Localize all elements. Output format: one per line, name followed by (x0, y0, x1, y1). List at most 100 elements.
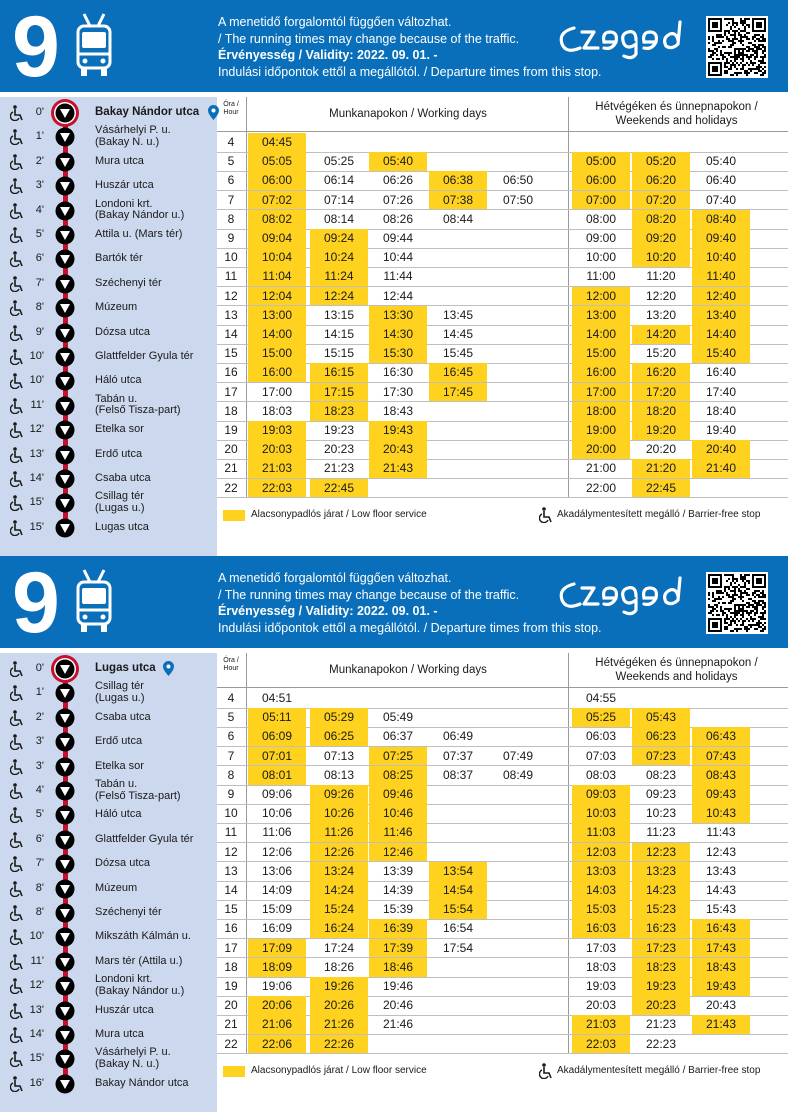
hour-label: 10 (224, 250, 238, 265)
travel-minutes: 11' (30, 954, 44, 967)
travel-minutes: 0' (35, 106, 44, 118)
departure-time: 09:24 (310, 229, 368, 248)
wheelchair-icon (9, 495, 24, 512)
row-divider (217, 324, 788, 326)
departure-time: 18:46 (369, 957, 427, 977)
departure-time: 15:45 (442, 346, 474, 361)
divider (246, 653, 247, 1054)
stop-name: Tabán u. (Felső Tisza-part) (95, 778, 181, 802)
stop-triangle-icon (55, 1001, 75, 1021)
hour-label: 22 (224, 1036, 238, 1051)
departure-time: 13:15 (323, 307, 355, 322)
travel-minutes: 12' (29, 979, 44, 992)
departure-time: 06:23 (632, 727, 690, 747)
travel-minutes: 11' (30, 398, 44, 411)
departure-time: 06:49 (442, 729, 474, 744)
departure-time: 05:11 (248, 708, 306, 728)
row-divider (217, 170, 788, 172)
stop-triangle-icon (55, 323, 75, 343)
stop-name: Lugas utca (95, 520, 149, 533)
stop-triangle-icon (55, 805, 75, 825)
departure-time: 18:09 (248, 957, 306, 977)
stop-item: 5' Attila u. (Mars tér) (0, 223, 217, 247)
departure-time: 06:50 (502, 173, 534, 188)
departure-time: 05:00 (572, 152, 630, 172)
row-divider (217, 995, 788, 997)
departure-time: 12:04 (248, 286, 306, 306)
hour-label: 6 (227, 173, 235, 188)
stop-item: 11' Mars tér (Attila u.) (0, 950, 217, 974)
row-divider (217, 439, 788, 441)
departure-time: 12:06 (261, 844, 293, 859)
hour-label: 7 (227, 192, 235, 207)
departure-time: 18:26 (323, 959, 355, 974)
stop-triangle-icon (55, 830, 75, 850)
row-divider (217, 1034, 788, 1036)
wheelchair-icon (9, 300, 24, 317)
departure-time: 07:40 (705, 192, 737, 207)
location-pin-icon (163, 661, 174, 676)
departure-time: 18:03 (585, 959, 617, 974)
departure-time: 17:00 (261, 384, 293, 399)
stop-triangle-icon (55, 201, 75, 221)
departure-time: 10:43 (692, 804, 750, 824)
hour-label: 8 (227, 211, 235, 226)
departure-time: 06:20 (632, 171, 690, 191)
departure-time: 10:03 (572, 804, 630, 824)
departure-time: 20:00 (572, 440, 630, 460)
departure-time: 18:23 (632, 957, 690, 977)
wheelchair-icon (9, 324, 24, 341)
stop-triangle-icon (55, 854, 75, 874)
notice-line: Indulási időpontok ettől a megállótól. /… (218, 620, 602, 635)
departure-time: 04:55 (585, 691, 617, 705)
departure-time: 19:23 (632, 977, 690, 996)
travel-minutes: 13' (29, 1003, 44, 1016)
row-divider (217, 1014, 788, 1016)
travel-minutes: 4' (35, 784, 44, 796)
hour-label: 12 (224, 288, 238, 303)
departure-time: 20:26 (310, 996, 368, 1016)
row-divider (217, 458, 788, 460)
departure-time: 11:00 (586, 269, 616, 284)
low-floor-swatch (223, 1065, 245, 1077)
departure-time: 09:06 (261, 787, 293, 801)
hour-label: 11 (224, 269, 238, 284)
stop-triangle-icon (55, 708, 75, 728)
weekday-column-header: Munkanapokon / Working days (329, 108, 487, 120)
departure-time: 10:20 (632, 248, 690, 268)
departure-time: 22:23 (645, 1036, 677, 1051)
departure-time: 19:23 (323, 423, 355, 437)
stop-name: Londoni krt. (Bakay Nándor u.) (95, 197, 185, 222)
departure-time: 12:43 (705, 844, 737, 859)
departure-time: 21:23 (323, 461, 355, 476)
departure-time: 05:05 (248, 152, 306, 172)
departure-time: 09:20 (632, 229, 690, 248)
departure-time: 05:43 (632, 708, 690, 728)
departure-time: 06:43 (692, 727, 750, 747)
stop-name: Londoni krt. (Bakay Nándor u.) (95, 973, 185, 997)
departure-time: 18:43 (382, 403, 414, 418)
departure-time: 15:43 (705, 902, 737, 917)
departure-time: 21:26 (310, 1015, 368, 1035)
stop-triangle-icon (55, 298, 75, 318)
stop-triangle-icon (55, 420, 75, 440)
wheelchair-icon (9, 519, 24, 537)
hour-label: 21 (224, 461, 238, 476)
departure-time: 06:09 (248, 727, 306, 747)
hour-label: 18 (224, 959, 238, 974)
travel-minutes: 8' (35, 301, 44, 314)
departure-time: 19:00 (572, 421, 630, 440)
row-divider (217, 938, 788, 940)
departure-time: 12:26 (310, 842, 368, 862)
departure-time: 14:40 (692, 325, 750, 344)
stop-triangle-icon (55, 396, 75, 416)
departure-time: 21:03 (572, 1015, 630, 1035)
departure-time: 04:51 (261, 691, 293, 705)
notice-line: Indulási időpontok ettől a megállótól. /… (218, 64, 602, 79)
departure-time: 06:03 (585, 729, 617, 744)
stop-name: Bakay Nándor utca (95, 106, 200, 118)
wheelchair-icon (9, 202, 24, 219)
stop-triangle-icon (55, 879, 75, 899)
departure-time: 08:43 (692, 765, 750, 785)
departure-time: 20:06 (248, 996, 306, 1016)
